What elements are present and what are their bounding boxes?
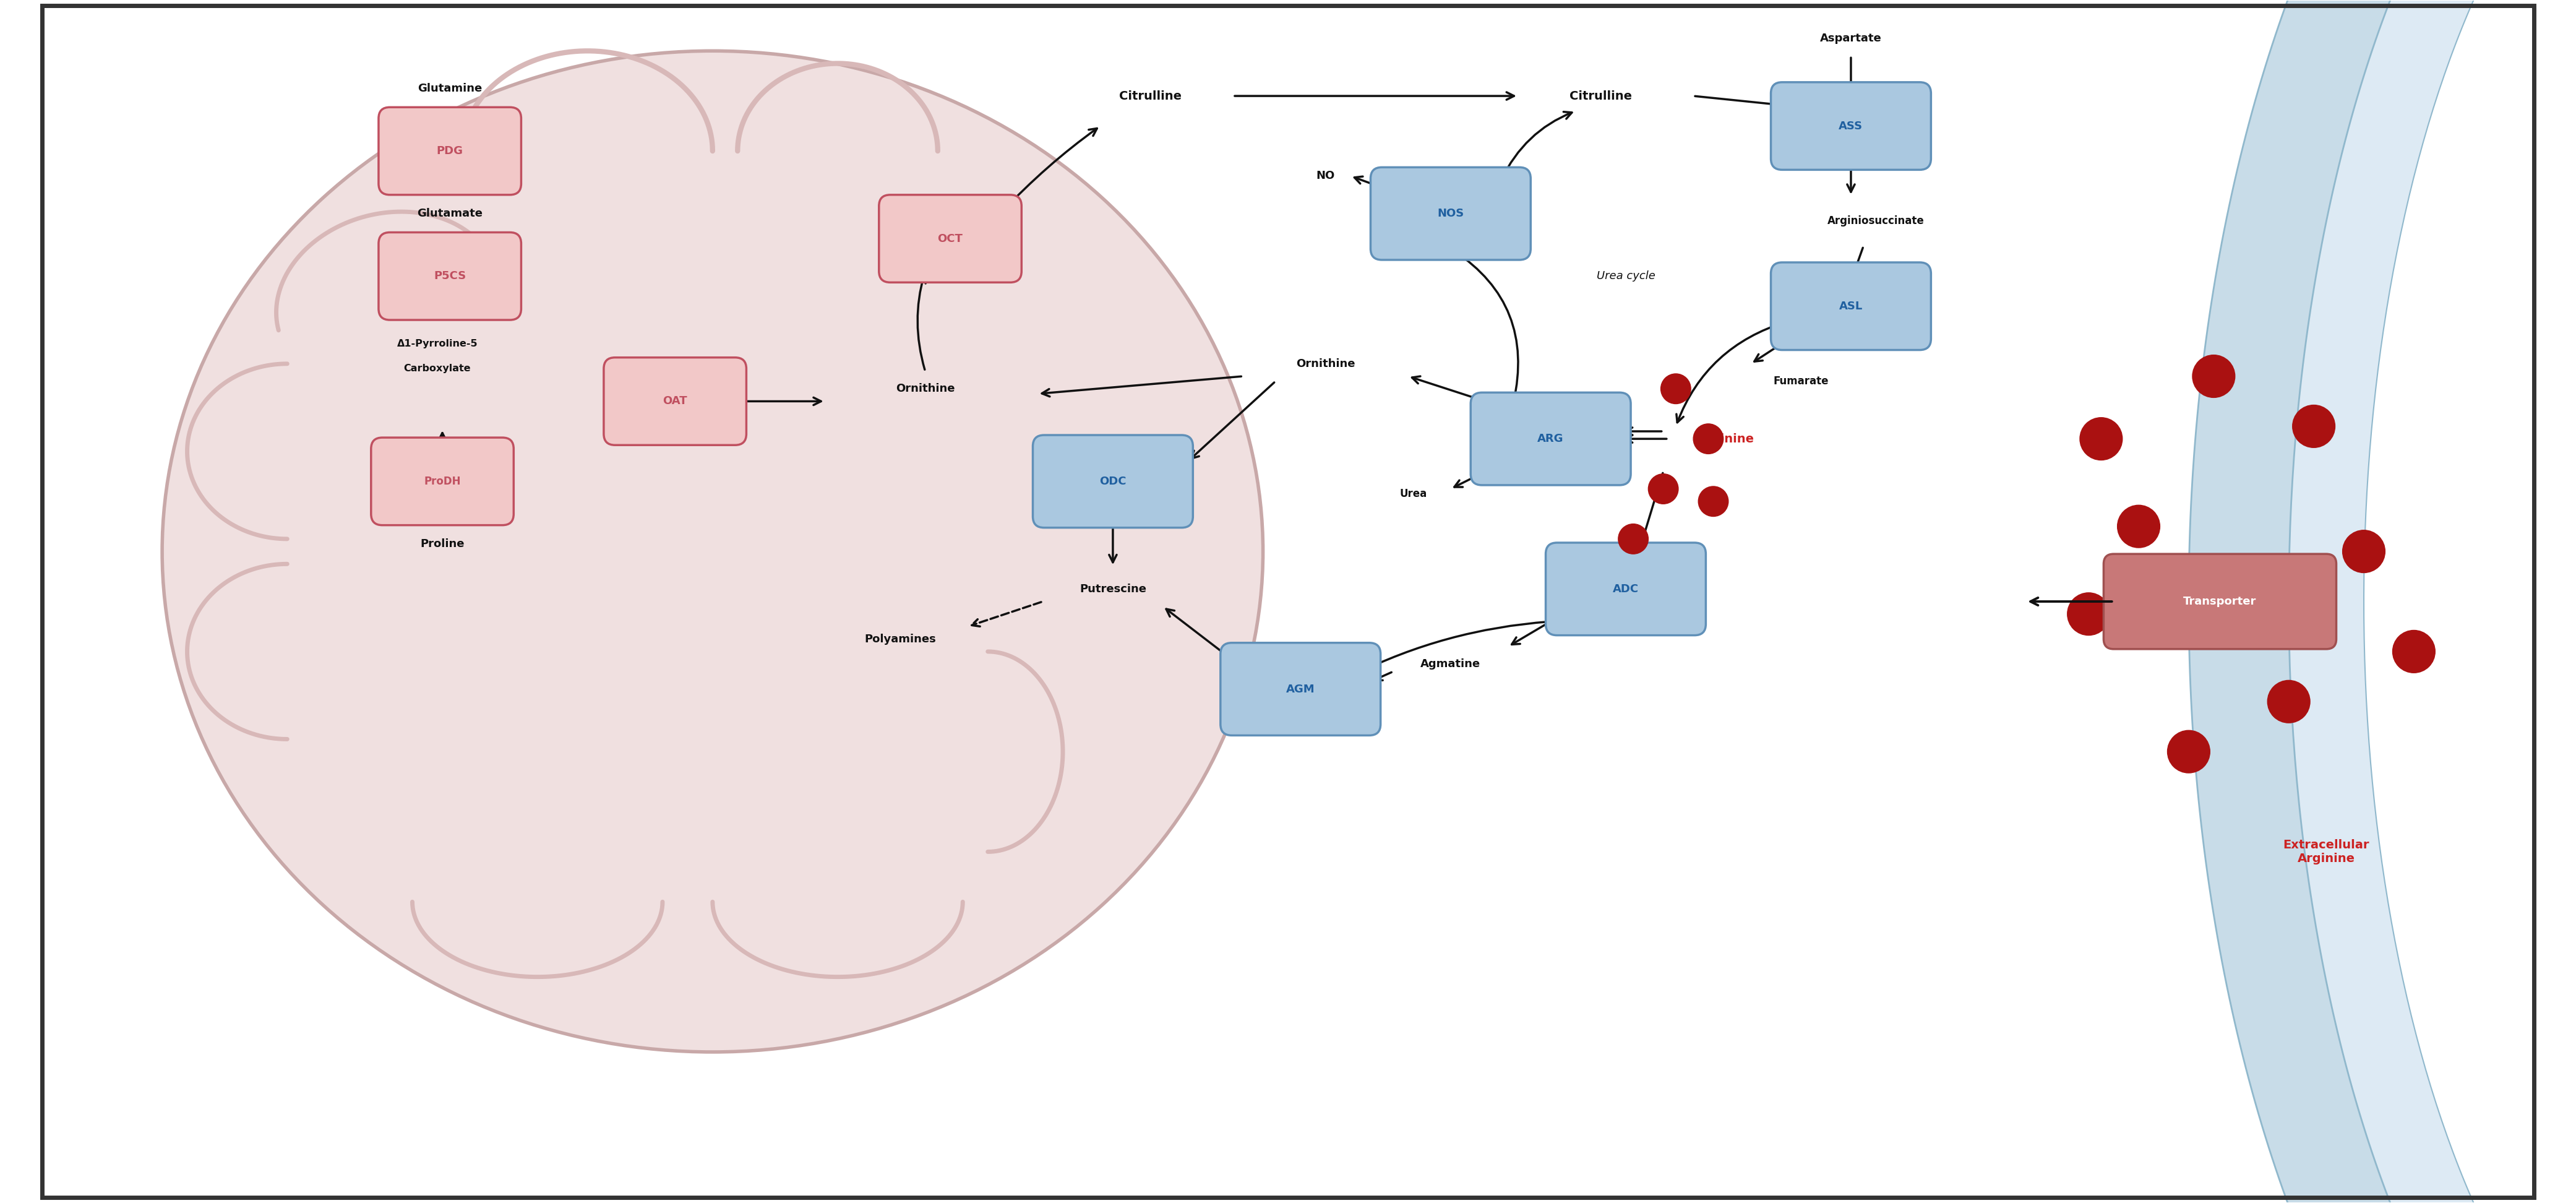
Polygon shape [2287,0,2576,1203]
FancyBboxPatch shape [379,232,520,320]
Text: PDG: PDG [435,146,464,156]
Ellipse shape [162,51,1262,1051]
Text: NOS: NOS [1437,208,1463,219]
Circle shape [1692,423,1723,454]
Text: Transporter: Transporter [2184,595,2257,608]
Circle shape [1618,525,1649,553]
Text: Ornithine: Ornithine [896,384,956,395]
FancyBboxPatch shape [1546,543,1705,635]
Text: Glutamine: Glutamine [417,83,482,94]
Circle shape [2267,681,2311,723]
Text: Carboxylate: Carboxylate [404,365,471,373]
Circle shape [1698,486,1728,516]
Circle shape [2079,417,2123,460]
Text: ADC: ADC [1613,583,1638,594]
FancyBboxPatch shape [379,107,520,195]
Text: ARG: ARG [1538,433,1564,444]
Text: ASL: ASL [1839,301,1862,312]
FancyBboxPatch shape [1770,82,1932,170]
Text: Ornithine: Ornithine [1296,358,1355,369]
Circle shape [2192,355,2236,397]
Text: Agmatine: Agmatine [1419,658,1481,670]
Circle shape [1662,374,1690,404]
FancyBboxPatch shape [1471,392,1631,485]
FancyBboxPatch shape [1221,642,1381,735]
Text: ODC: ODC [1100,476,1126,487]
Text: Fumarate: Fumarate [1772,375,1829,387]
FancyBboxPatch shape [1033,435,1193,528]
Text: ASS: ASS [1839,120,1862,131]
Text: OCT: OCT [938,233,963,244]
Text: Glutamate: Glutamate [417,208,482,219]
FancyBboxPatch shape [371,438,513,526]
Circle shape [2393,630,2434,672]
Circle shape [2293,405,2334,448]
Polygon shape [2190,0,2576,1203]
Text: Putrescine: Putrescine [1079,583,1146,594]
Circle shape [1649,474,1680,504]
FancyBboxPatch shape [603,357,747,445]
Text: AGM: AGM [1285,683,1314,694]
Text: NO: NO [1316,171,1334,182]
Circle shape [2117,505,2159,547]
FancyBboxPatch shape [1370,167,1530,260]
Text: Urea: Urea [1399,488,1427,499]
Text: Extracellular
Arginine: Extracellular Arginine [2282,838,2370,865]
Text: ProDH: ProDH [425,476,461,487]
Text: Urea cycle: Urea cycle [1597,271,1656,282]
Text: P5CS: P5CS [433,271,466,282]
Text: Citrulline: Citrulline [1118,90,1182,102]
FancyBboxPatch shape [878,195,1023,283]
FancyBboxPatch shape [2105,553,2336,650]
Text: Arginiosuccinate: Arginiosuccinate [1826,215,1924,226]
Circle shape [2069,593,2110,635]
Text: OAT: OAT [662,396,688,407]
Text: Arginine: Arginine [1698,433,1754,445]
Circle shape [2342,531,2385,573]
Text: Polyamines: Polyamines [866,634,935,645]
Text: Δ1-Pyrroline-5: Δ1-Pyrroline-5 [397,339,477,349]
Text: Proline: Proline [420,539,464,550]
Text: Aspartate: Aspartate [1821,32,1883,45]
Circle shape [2166,730,2210,774]
Text: Citrulline: Citrulline [1569,90,1633,102]
FancyBboxPatch shape [1770,262,1932,350]
